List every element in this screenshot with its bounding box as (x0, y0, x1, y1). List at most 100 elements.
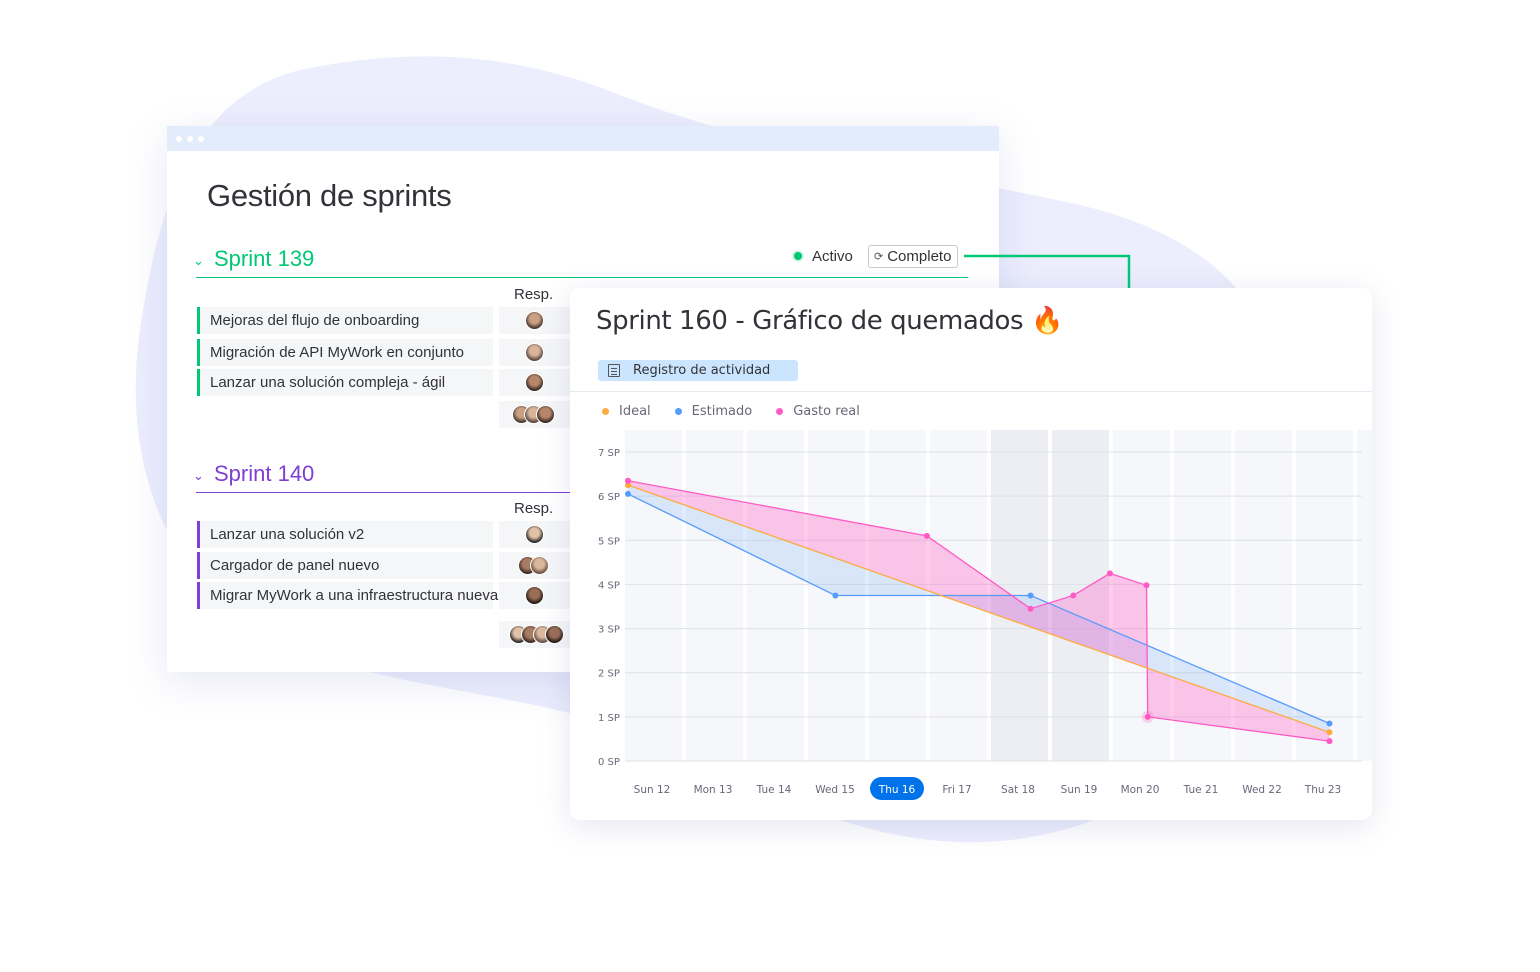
estimated-point[interactable] (1027, 592, 1034, 599)
actual-point[interactable] (1070, 592, 1077, 599)
item-row[interactable]: Migración de API MyWork en conjunto (197, 339, 493, 366)
status-complete[interactable]: ⟳ Completo (868, 244, 959, 268)
chevron-down-icon[interactable]: ⌄ (193, 253, 204, 268)
avatar-group (525, 373, 544, 392)
active-dot-icon (794, 252, 802, 260)
y-tick-label: 0 SP (598, 757, 620, 768)
column-header-resp[interactable]: Resp. (514, 286, 554, 303)
estimated-point[interactable] (625, 490, 631, 497)
resp-summary-cell[interactable] (499, 621, 573, 648)
column-band (1296, 430, 1353, 761)
column-band (625, 430, 682, 761)
legend-item-estimated[interactable]: Estimado (674, 404, 753, 419)
x-tick-label[interactable]: Sat 18 (1001, 784, 1035, 796)
y-tick-label: 1 SP (598, 713, 620, 724)
status-active-label: Activo (812, 247, 853, 265)
avatar[interactable] (530, 556, 549, 575)
column-header-resp[interactable]: Resp. (514, 500, 554, 517)
document-icon (608, 364, 620, 377)
column-band (747, 430, 804, 761)
group-underline (196, 277, 968, 278)
x-tick-label[interactable]: Tue 21 (1183, 784, 1219, 796)
x-tick-label[interactable]: Fri 17 (942, 784, 971, 796)
avatar[interactable] (525, 525, 544, 544)
estimated-line (627, 493, 1330, 725)
avatar[interactable] (525, 311, 544, 330)
fire-icon: 🔥 (1031, 306, 1064, 336)
window-dot[interactable] (176, 136, 182, 142)
estimated-point[interactable] (1326, 720, 1333, 727)
actual-point[interactable] (1027, 605, 1034, 612)
item-row[interactable]: Cargador de panel nuevo (197, 552, 493, 579)
actual-point[interactable] (1144, 713, 1151, 720)
page-title: Gestión de sprints (207, 178, 452, 213)
complete-button[interactable]: ⟳ Completo (868, 244, 959, 268)
window-dot[interactable] (198, 136, 204, 142)
status-active[interactable]: Activo (794, 244, 853, 268)
x-tick-label[interactable]: Tue 14 (756, 784, 792, 796)
legend-label: Estimado (691, 404, 753, 419)
window-controls (176, 136, 204, 142)
column-band (1113, 430, 1170, 761)
item-row[interactable]: Lanzar una solución compleja - ágil (197, 369, 493, 396)
selected-day-pill[interactable] (870, 777, 924, 800)
resp-cell[interactable] (499, 552, 573, 579)
item-row[interactable]: Mejoras del flujo de onboarding (197, 307, 493, 334)
column-band (1357, 430, 1372, 761)
avatar[interactable] (536, 405, 555, 424)
item-row[interactable]: Lanzar una solución v2 (197, 521, 493, 548)
chevron-down-icon[interactable]: ⌄ (193, 468, 204, 483)
ideal-point[interactable] (625, 482, 631, 489)
resp-summary-cell[interactable] (499, 401, 573, 428)
item-row[interactable]: Migrar MyWork a una infraestructura nuev… (197, 582, 498, 609)
y-tick-label: 2 SP (598, 669, 620, 680)
chart-title: Sprint 160 - Gráfico de quemados 🔥 (596, 306, 1063, 336)
group-name[interactable]: Sprint 140 (214, 461, 315, 486)
actual-point[interactable] (1106, 570, 1113, 577)
actual-point[interactable] (625, 477, 631, 484)
complete-button-label: Completo (887, 247, 952, 265)
group-header-sprint-139[interactable]: ⌄ Sprint 139 (193, 244, 968, 278)
ideal-point[interactable] (1326, 729, 1333, 736)
actual-point[interactable] (1143, 582, 1150, 589)
column-band (1052, 430, 1109, 761)
legend-item-actual[interactable]: Gasto real (776, 404, 860, 419)
window-dot[interactable] (187, 136, 193, 142)
avatar[interactable] (525, 373, 544, 392)
chart-title-text: Sprint 160 - Gráfico de quemados (596, 306, 1024, 336)
resp-cell[interactable] (499, 339, 573, 366)
avatar-group (512, 405, 555, 424)
x-tick-label[interactable]: Mon 20 (1121, 784, 1160, 796)
avatar-group (525, 311, 544, 330)
legend-dot-icon (602, 408, 609, 415)
x-tick-label[interactable]: Sun 12 (634, 784, 671, 796)
avatar-group (525, 586, 544, 605)
resp-cell[interactable] (499, 307, 573, 334)
legend-dot-icon (674, 408, 682, 415)
cycle-icon: ⟳ (874, 250, 884, 263)
avatar-group (518, 556, 549, 575)
y-tick-label: 3 SP (598, 625, 620, 636)
x-tick-label[interactable]: Thu 16 (878, 784, 916, 796)
resp-cell[interactable] (499, 521, 573, 548)
actual-area (628, 480, 1330, 742)
resp-cell[interactable] (499, 582, 573, 609)
x-tick-label[interactable]: Wed 15 (815, 784, 855, 796)
avatar[interactable] (545, 625, 564, 644)
x-tick-label[interactable]: Thu 23 (1304, 784, 1341, 796)
group-name[interactable]: Sprint 139 (214, 246, 315, 271)
window-title-bar (167, 126, 999, 151)
y-tick-label: 4 SP (598, 580, 620, 591)
actual-point[interactable] (923, 532, 930, 539)
estimated-point[interactable] (832, 592, 839, 599)
resp-cell[interactable] (499, 369, 573, 396)
avatar[interactable] (525, 343, 544, 362)
x-tick-label[interactable]: Wed 22 (1242, 784, 1282, 796)
avatar[interactable] (525, 586, 544, 605)
x-tick-label[interactable]: Sun 19 (1061, 784, 1098, 796)
legend-item-ideal[interactable]: Ideal (602, 404, 651, 419)
tab-activity-log[interactable]: Registro de actividad (598, 360, 798, 381)
x-tick-label[interactable]: Mon 13 (694, 784, 733, 796)
actual-point[interactable] (1326, 738, 1333, 745)
card-divider (570, 391, 1372, 392)
